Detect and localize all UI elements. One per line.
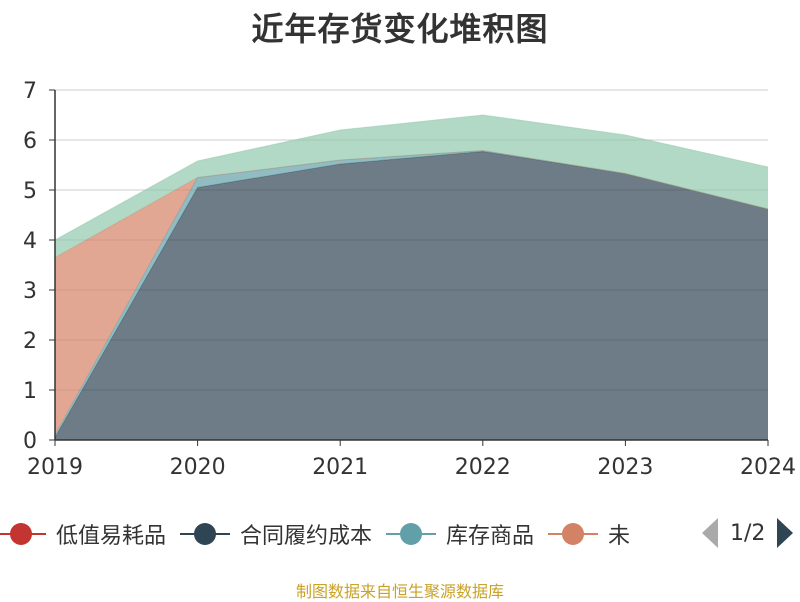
legend-page-indicator: 1/2 (730, 520, 766, 546)
next-page-icon[interactable] (777, 518, 794, 548)
series-area-1 (55, 151, 768, 440)
y-tick-label: 2 (23, 329, 37, 354)
legend-item-low-value-consumables[interactable]: 低值易耗品 (0, 518, 166, 550)
data-source-note: 制图数据来自恒生聚源数据库 (295, 582, 504, 601)
x-tick-label: 2024 (740, 455, 796, 480)
legend-label: 低值易耗品 (56, 524, 167, 549)
previous-page-icon[interactable] (702, 518, 718, 548)
axes: 0 1 2 3 4 5 6 7 2019 2020 2021 2022 2023 2024 (23, 79, 796, 480)
legend-item-inventory-goods[interactable]: 库存商品 (386, 518, 534, 550)
chart-title: 近年存货变化堆积图 (251, 10, 549, 48)
y-tick-label: 5 (23, 179, 37, 204)
y-tick-label: 0 (23, 429, 37, 454)
y-tick-label: 6 (23, 129, 37, 154)
legend-symbol (548, 523, 599, 545)
legend-item-contract-cost[interactable]: 合同履约成本 (180, 518, 372, 550)
legend-label: 未 (608, 524, 631, 549)
legend: 低值易耗品 合同履约成本 库存商品 未 (0, 514, 800, 554)
legend-symbol (386, 523, 437, 545)
stacked-areas (54, 114, 769, 441)
series-line-4 (54, 114, 769, 241)
x-tick-label: 2023 (597, 455, 653, 480)
x-tick-label: 2020 (170, 455, 226, 480)
legend-item-truncated[interactable]: 未 (548, 518, 634, 550)
y-tick-label: 1 (23, 379, 37, 404)
legend-symbol (0, 523, 46, 545)
y-tick-label: 7 (23, 79, 37, 104)
legend-label: 合同履约成本 (240, 524, 373, 549)
legend-symbol (180, 523, 231, 545)
series-area-4 (55, 115, 768, 258)
legend-label: 库存商品 (446, 524, 535, 549)
x-tick-label: 2021 (312, 455, 368, 480)
legend-pager: 1/2 (702, 518, 794, 548)
y-tick-label: 3 (23, 279, 37, 304)
x-tick-label: 2022 (455, 455, 511, 480)
x-tick-label: 2019 (27, 455, 83, 480)
y-tick-label: 4 (23, 229, 37, 254)
